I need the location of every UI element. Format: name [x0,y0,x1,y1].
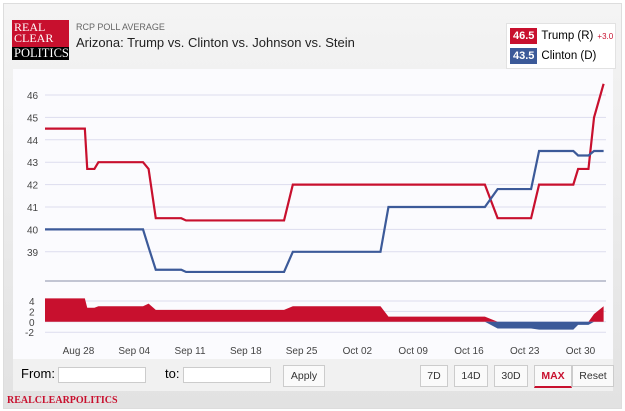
spread-tick-label: 0 [29,318,35,329]
reset-button[interactable]: Reset [572,365,614,387]
legend-trump: 46.5 Trump (R) +3.0 [510,28,613,44]
poll-widget: REAL CLEAR POLITICS RCP POLL AVERAGE Arizo… [3,3,622,409]
legend-clinton: 43.5 Clinton (D) [510,48,596,64]
y-tick-label: 40 [27,225,39,236]
from-label: From: [21,366,55,381]
y-tick-label: 46 [27,91,39,102]
y-tick-label: 39 [27,248,39,259]
y-tick-label: 43 [27,158,39,169]
to-input[interactable] [183,367,271,383]
to-label: to: [165,366,180,381]
x-tick-label: Sep 18 [230,346,262,357]
y-tick-label: 45 [27,113,39,124]
trump-spread-area [45,298,604,322]
trump-line [45,83,605,222]
legend: 46.5 Trump (R) +3.0 43.5 Clinton (D) [506,23,616,69]
clinton-spread-area [45,321,604,330]
x-tick-label: Oct 09 [398,346,428,357]
chart-title: Arizona: Trump vs. Clinton vs. Johnson v… [76,35,355,50]
x-tick-label: Oct 23 [510,346,540,357]
x-tick-label: Sep 04 [118,346,150,357]
y-tick-label: 44 [27,136,39,147]
range-7d-button[interactable]: 7D [420,365,448,387]
y-tick-label: 41 [27,203,39,214]
subtitle: RCP POLL AVERAGE [76,22,165,32]
apply-button[interactable]: Apply [283,365,325,387]
range-14d-button[interactable]: 14D [454,365,488,387]
from-input[interactable] [58,367,146,383]
spread-tick-label: 4 [29,297,35,308]
chart-area: 39 40 41 42 43 44 45 46 -2 0 2 4 Aug 28 Sep 04 Sep 11 S… [13,69,613,359]
x-tick-label: Sep 25 [286,346,318,357]
x-tick-label: Oct 30 [566,346,596,357]
x-tick-label: Oct 16 [454,346,484,357]
range-30d-button[interactable]: 30D [494,365,528,387]
trump-change: +3.0 [597,31,614,41]
spread-tick-label: 2 [29,307,35,318]
clinton-name: Clinton (D) [541,50,597,62]
trump-value: 46.5 [510,28,538,44]
footer-brand: REALCLEARPOLITICS [7,395,118,406]
x-tick-label: Sep 11 [175,346,206,357]
clinton-value: 43.5 [510,48,538,64]
range-max-button[interactable]: MAX [534,365,572,388]
x-tick-label: Aug 28 [63,346,95,357]
date-controls: From: to: Apply 7D 14D 30D MAX Reset [13,359,614,391]
y-tick-label: 42 [27,181,39,192]
trump-name: Trump (R) [541,30,594,42]
x-tick-label: Oct 02 [343,346,373,357]
clinton-line [45,149,604,274]
spread-tick-label: -2 [25,328,34,339]
rcp-logo: REAL CLEAR POLITICS [12,20,69,60]
